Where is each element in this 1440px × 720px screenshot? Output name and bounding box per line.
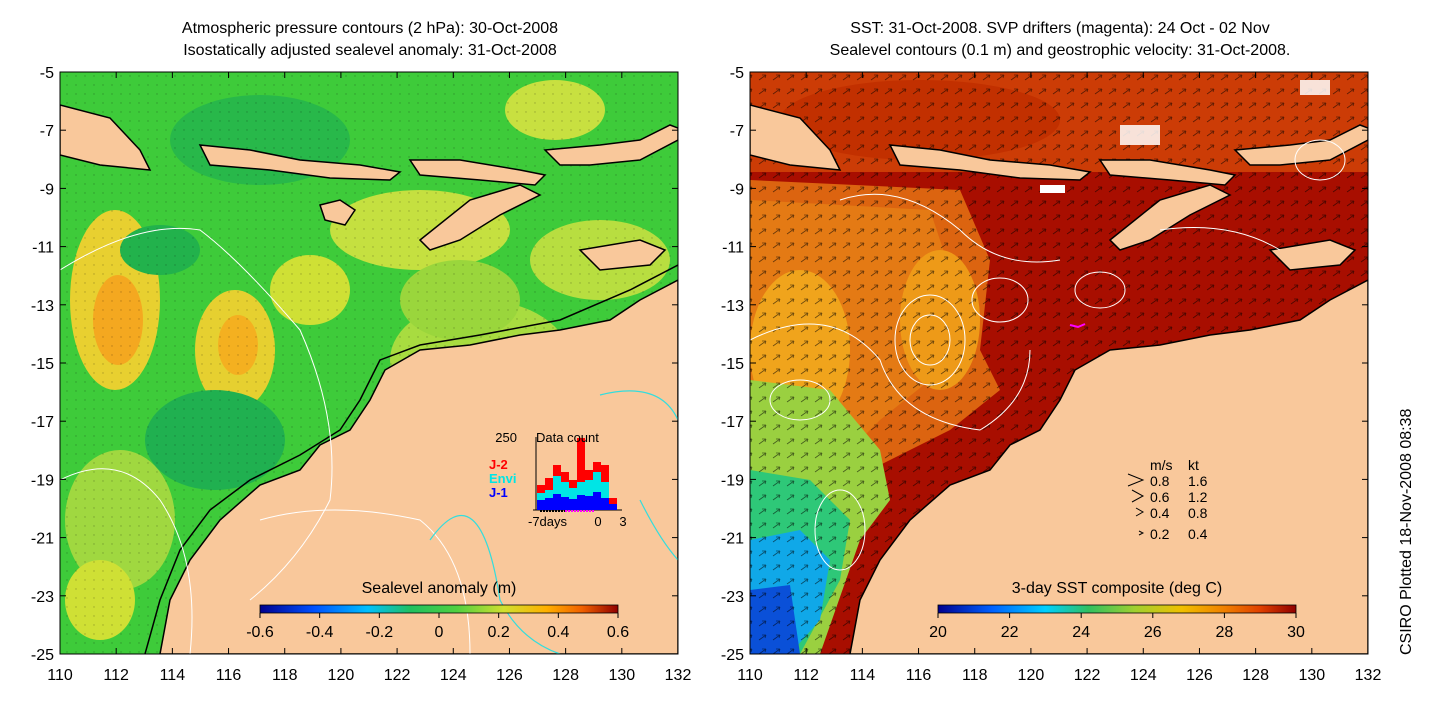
- inset-max-label: 250: [495, 430, 517, 445]
- right-x-tick-label: 118: [962, 667, 988, 684]
- inset-title: Data count: [536, 430, 599, 445]
- speed-legend-ms: 0.6: [1150, 489, 1170, 505]
- right-x-tick-label: 122: [1074, 667, 1101, 684]
- left-colorbar-tick-label: -0.6: [246, 624, 274, 641]
- right-title-line2: Sealevel contours (0.1 m) and geostrophi…: [829, 42, 1291, 59]
- left-x-tick-label: 120: [328, 667, 355, 684]
- right-y-tick-label: -9: [730, 181, 744, 198]
- right-x-tick-label: 132: [1355, 667, 1382, 684]
- left-colorbar-label: Sealevel anomaly (m): [362, 580, 517, 597]
- left-x-tick-label: 116: [216, 667, 242, 684]
- right-y-tick-label: -21: [721, 531, 744, 548]
- inset-x-label-zero: 0: [594, 514, 601, 529]
- left-y-tick-label: -13: [31, 298, 54, 315]
- right-x-tick-label: 112: [793, 667, 819, 684]
- left-y-tick-label: -17: [31, 414, 54, 431]
- speed-legend-kt-header: kt: [1188, 457, 1199, 473]
- right-map-title: SST: 31-Oct-2008. SVP drifters (magenta)…: [750, 18, 1370, 62]
- left-colorbar-tick-label: 0: [435, 624, 444, 641]
- speed-legend-kt: 0.8: [1188, 505, 1208, 521]
- left-title-line2: Isostatically adjusted sealevel anomaly:…: [183, 42, 557, 59]
- left-colorbar-tick-label: 0.2: [488, 624, 510, 641]
- right-y-tick-label: -23: [721, 589, 744, 606]
- right-x-tick-label: 126: [1186, 667, 1213, 684]
- left-y-tick-label: -7: [40, 123, 54, 140]
- left-x-tick-label: 122: [384, 667, 411, 684]
- right-colorbar-tick-label: 28: [1216, 624, 1234, 641]
- right-x-tick-label: 120: [1018, 667, 1045, 684]
- right-colorbar-tick-label: 20: [929, 624, 947, 641]
- right-colorbar: [937, 604, 1297, 614]
- right-x-tick-label: 110: [737, 667, 763, 684]
- right-y-tick-label: -5: [730, 65, 744, 82]
- right-y-tick-label: -15: [721, 356, 744, 373]
- speed-legend-ms-header: m/s: [1150, 457, 1173, 473]
- left-map-field: [60, 72, 678, 654]
- left-y-tick-label: -15: [31, 356, 54, 373]
- left-x-tick-label: 128: [552, 667, 579, 684]
- left-y-tick-label: -23: [31, 589, 54, 606]
- right-map-field: [750, 72, 1368, 654]
- inset-x-label-end: 3: [619, 514, 626, 529]
- right-colorbar-tick-label: 30: [1287, 624, 1305, 641]
- left-y-tick-label: -9: [40, 181, 54, 198]
- right-y-tick-label: -11: [722, 240, 744, 257]
- right-x-tick-label: 114: [850, 667, 876, 684]
- inset-legend-j2: J-2: [489, 457, 508, 472]
- right-x-tick-label: 130: [1298, 667, 1325, 684]
- left-x-tick-label: 114: [160, 667, 186, 684]
- right-y-tick-label: -25: [721, 647, 744, 664]
- left-map-title: Atmospheric pressure contours (2 hPa): 3…: [60, 18, 680, 62]
- right-y-tick-label: -13: [721, 298, 744, 315]
- left-x-tick-label: 110: [47, 667, 73, 684]
- right-title-line1: SST: 31-Oct-2008. SVP drifters (magenta)…: [850, 20, 1270, 37]
- speed-legend-ms: 0.4: [1150, 505, 1170, 521]
- left-colorbar-tick-label: 0.6: [607, 624, 629, 641]
- left-title-line1: Atmospheric pressure contours (2 hPa): 3…: [181, 20, 559, 37]
- right-y-tick-label: -7: [730, 123, 744, 140]
- speed-legend-ms: 0.8: [1150, 473, 1170, 489]
- left-y-tick-label: -5: [40, 65, 54, 82]
- left-x-tick-label: 112: [103, 667, 129, 684]
- drifter-track: [1069, 323, 1086, 329]
- inset-legend-j1: J-1: [489, 485, 508, 500]
- left-y-tick-label: -19: [31, 472, 54, 489]
- right-y-tick-label: -19: [721, 472, 744, 489]
- speed-legend-ms: 0.2: [1150, 526, 1170, 542]
- inset-x-label-start: -7days: [528, 514, 568, 529]
- left-colorbar: [259, 604, 619, 614]
- right-colorbar-tick-label: 22: [1001, 624, 1019, 641]
- speed-legend-kt: 1.6: [1188, 473, 1208, 489]
- speed-legend-kt: 0.4: [1188, 526, 1208, 542]
- left-colorbar-tick-label: -0.4: [306, 624, 334, 641]
- left-x-tick-label: 118: [272, 667, 298, 684]
- left-x-tick-label: 130: [608, 667, 635, 684]
- left-y-tick-label: -21: [31, 531, 54, 548]
- right-colorbar-tick-label: 26: [1144, 624, 1162, 641]
- left-y-tick-label: -11: [32, 240, 54, 257]
- data-count-inset: [533, 437, 622, 512]
- right-x-tick-label: 128: [1242, 667, 1269, 684]
- right-x-tick-label: 124: [1130, 667, 1157, 684]
- left-colorbar-tick-label: 0.4: [547, 624, 569, 641]
- right-x-tick-label: 116: [906, 667, 932, 684]
- left-x-tick-label: 126: [496, 667, 523, 684]
- left-x-tick-label: 132: [665, 667, 692, 684]
- speed-legend-kt: 1.2: [1188, 489, 1208, 505]
- left-y-tick-label: -25: [31, 647, 54, 664]
- right-y-tick-label: -17: [721, 414, 744, 431]
- right-colorbar-tick-label: 24: [1072, 624, 1090, 641]
- speed-legend-arrows: [1127, 473, 1145, 536]
- credit-label: CSIRO Plotted 18-Nov-2008 08:38: [1398, 408, 1415, 655]
- right-colorbar-label: 3-day SST composite (deg C): [1012, 580, 1222, 597]
- inset-legend-envi: Envi: [489, 471, 516, 486]
- left-colorbar-tick-label: -0.2: [366, 624, 394, 641]
- left-x-tick-label: 124: [440, 667, 467, 684]
